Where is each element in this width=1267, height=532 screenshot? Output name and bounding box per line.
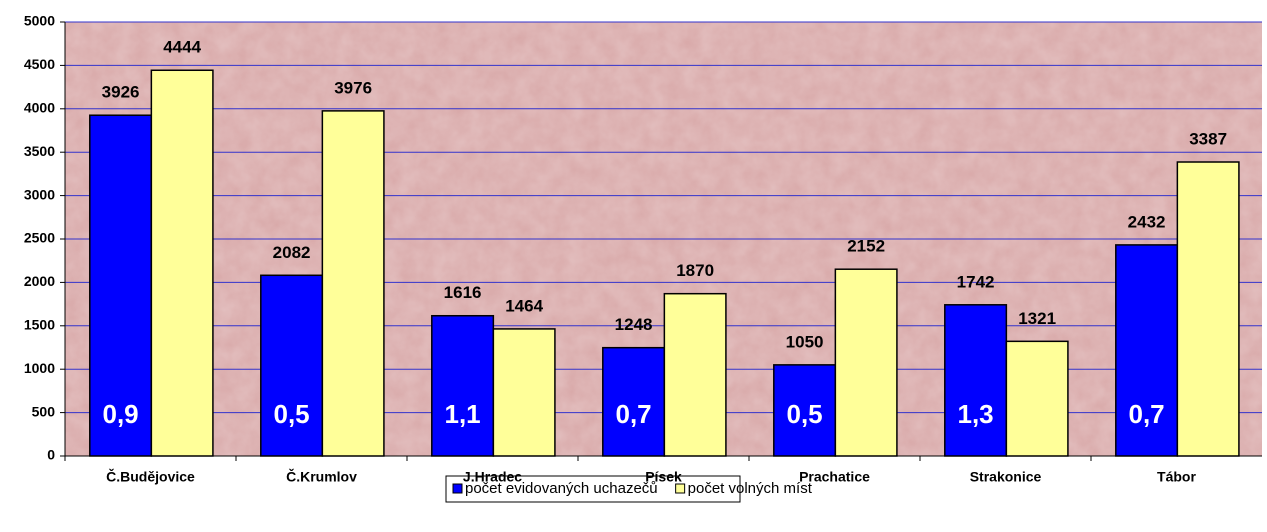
annotation: 0,7 xyxy=(1128,399,1164,429)
bar xyxy=(773,364,837,457)
bar xyxy=(602,346,666,457)
legend-swatch xyxy=(452,483,463,494)
annotation: 0,5 xyxy=(273,399,309,429)
data-label: 1321 xyxy=(1018,309,1056,328)
x-tick-label: Písek xyxy=(645,469,682,485)
bar xyxy=(1176,161,1240,457)
y-tick-label: 500 xyxy=(32,403,56,419)
y-tick-label: 4000 xyxy=(24,100,55,116)
annotation: 1,3 xyxy=(957,399,993,429)
x-tick-label: Tábor xyxy=(1157,469,1196,485)
y-tick-label: 3000 xyxy=(24,186,55,202)
x-tick-label: Č.Krumlov xyxy=(286,468,357,485)
data-label: 1742 xyxy=(957,272,995,291)
legend-label: počet volných míst xyxy=(688,480,813,497)
legend xyxy=(445,475,741,503)
annotation: 0,7 xyxy=(615,399,651,429)
data-label: 1616 xyxy=(444,283,482,302)
bar xyxy=(260,274,324,457)
data-label: 3976 xyxy=(334,78,372,97)
y-tick-label: 0 xyxy=(47,447,55,463)
legend-label: počet evidovaných uchazečů xyxy=(465,480,658,497)
x-tick-label: Prachatice xyxy=(799,469,870,485)
y-tick-label: 1000 xyxy=(24,360,55,376)
data-label: 2152 xyxy=(847,237,885,256)
data-label: 1248 xyxy=(615,315,653,334)
legend-box xyxy=(445,475,741,503)
annotation: 0,9 xyxy=(102,399,138,429)
x-tick-label: Č.Budějovice xyxy=(106,468,195,485)
bar xyxy=(150,69,214,457)
data-label: 1464 xyxy=(505,296,543,315)
data-label: 2432 xyxy=(1128,212,1166,231)
bar xyxy=(321,110,385,457)
legend-swatch xyxy=(675,483,686,494)
x-tick-label: Strakonice xyxy=(970,469,1042,485)
bar xyxy=(1005,340,1069,457)
data-label: 3387 xyxy=(1189,129,1227,148)
data-label: 3926 xyxy=(102,83,140,102)
annotation: 1,1 xyxy=(444,399,480,429)
data-label: 1050 xyxy=(786,332,824,351)
bar xyxy=(944,304,1008,457)
bar xyxy=(663,292,727,457)
bar xyxy=(492,328,556,457)
y-tick-label: 2500 xyxy=(24,230,55,246)
y-tick-label: 4500 xyxy=(24,56,55,72)
x-tick-label: J.Hradec xyxy=(463,469,522,485)
y-tick-label: 5000 xyxy=(24,13,55,29)
data-label: 2082 xyxy=(273,243,311,262)
data-label: 4444 xyxy=(163,38,201,57)
bar xyxy=(834,268,898,457)
y-tick-label: 3500 xyxy=(24,143,55,159)
annotation: 0,5 xyxy=(786,399,822,429)
y-tick-label: 1500 xyxy=(24,317,55,333)
y-tick-label: 2000 xyxy=(24,273,55,289)
data-label: 1870 xyxy=(676,261,714,280)
bar xyxy=(431,314,495,457)
bar xyxy=(1115,244,1179,457)
